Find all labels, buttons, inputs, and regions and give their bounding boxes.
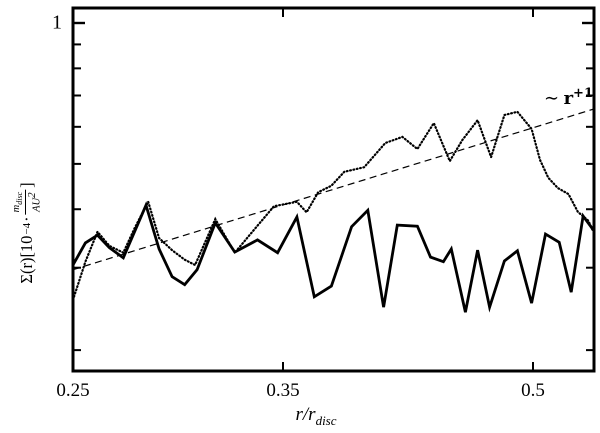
- y-label-exponent: −4: [21, 222, 33, 235]
- y-label-prefix: Σ(r)[10: [17, 235, 36, 284]
- y-tick-label-1: 1: [52, 11, 62, 34]
- series-surface-density-dotted: [71, 110, 595, 301]
- x-axis-label: r/rdisc: [295, 404, 337, 428]
- y-axis-label: Σ(r)[10 −4 · mdisc AU2 ]: [11, 182, 43, 284]
- fraction-numerator: mdisc: [11, 189, 27, 215]
- y-label-suffix: ]: [17, 182, 36, 188]
- x-tick-label-0.35: 0.35: [266, 380, 300, 401]
- y-label-dot: ·: [17, 216, 36, 222]
- series-power-law-trend: [72, 108, 595, 271]
- fraction-denominator: AU2: [26, 192, 43, 212]
- x-tick-label-0.5: 0.5: [521, 380, 545, 401]
- trend-annotation: ∼ r+1: [543, 86, 593, 109]
- plot-border: [71, 6, 596, 373]
- y-label-fraction: mdisc AU2: [11, 189, 43, 215]
- x-tick-label-0.25: 0.25: [56, 380, 90, 401]
- series-surface-density-solid: [71, 201, 595, 313]
